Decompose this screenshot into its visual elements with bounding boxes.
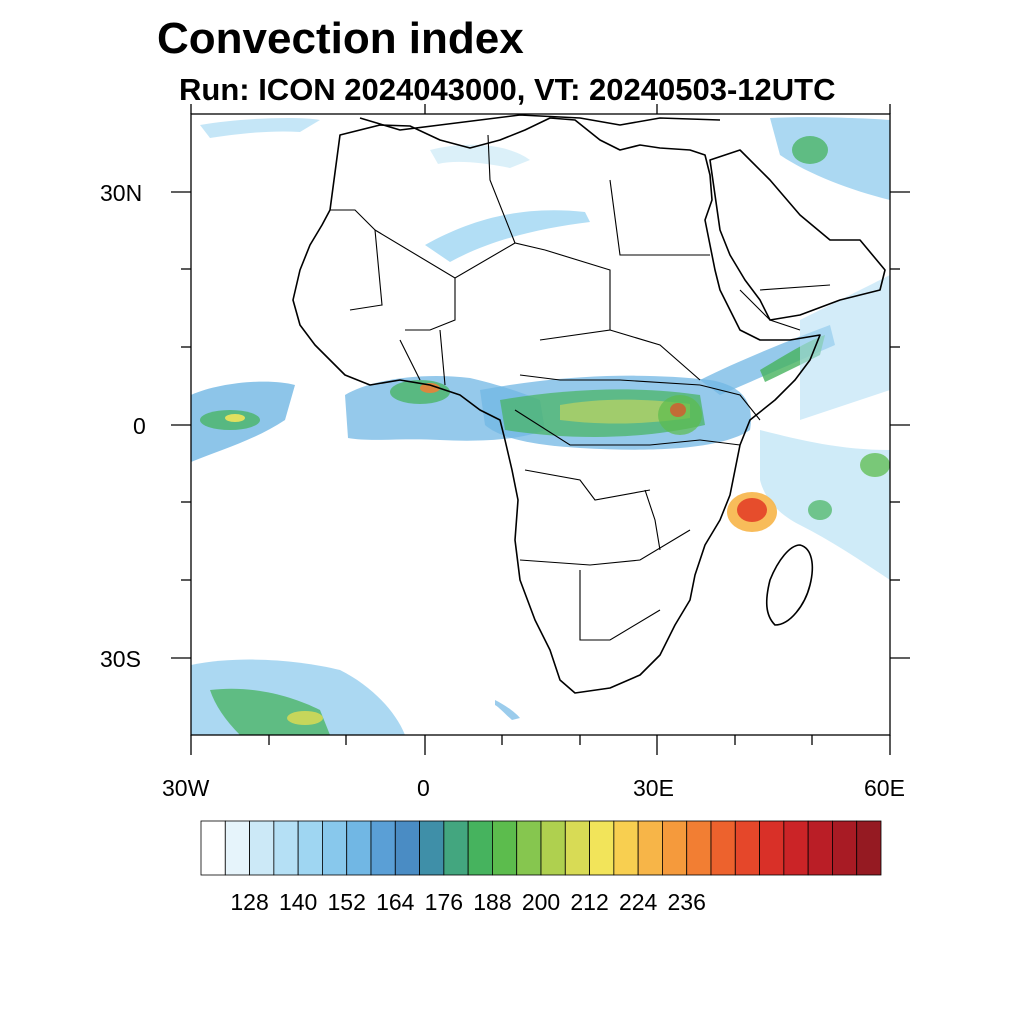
field-mozambique-core xyxy=(737,498,767,522)
y-tick-label: 0 xyxy=(133,413,146,439)
colorbar-swatch xyxy=(394,820,420,876)
field-equatorial-yellow xyxy=(560,399,690,424)
arabia-coastline xyxy=(709,149,886,321)
colorbar-swatch xyxy=(419,820,445,876)
europe-coastline xyxy=(359,114,721,131)
colorbar-label: 176 xyxy=(424,889,464,915)
colorbar xyxy=(200,820,882,876)
field-south-wisp xyxy=(495,700,520,720)
field-northeast xyxy=(770,117,890,200)
africa-coastline xyxy=(292,117,821,694)
colorbar-swatch xyxy=(613,820,639,876)
colorbar-swatch xyxy=(564,820,590,876)
colorbar-swatch xyxy=(759,820,785,876)
colorbar-label: 188 xyxy=(473,889,512,915)
x-tick-label: 30W xyxy=(162,775,210,801)
colorbar-swatch xyxy=(273,820,299,876)
colorbar-swatch xyxy=(224,820,250,876)
field-lake-victoria-peak xyxy=(670,403,686,417)
field-arabian-sea xyxy=(800,275,890,420)
field-northeast-core xyxy=(792,136,828,164)
colorbar-swatch xyxy=(734,820,760,876)
field-south-atlantic-peak xyxy=(287,711,323,725)
colorbar-swatch xyxy=(832,820,858,876)
madagascar-coastline xyxy=(765,544,814,626)
colorbar-label: 164 xyxy=(376,889,415,915)
colorbar-swatch xyxy=(346,820,372,876)
x-tick-label: 60E xyxy=(864,775,905,801)
colorbar-swatch xyxy=(249,820,275,876)
colorbar-swatch xyxy=(516,820,542,876)
x-tick-label: 30E xyxy=(633,775,674,801)
field-reunion-cell xyxy=(808,500,832,520)
chart-subtitle: Run: ICON 2024043000, VT: 20240503-12UTC xyxy=(179,72,836,107)
field-east-ocean-cell xyxy=(860,453,890,477)
colorbar-label: 236 xyxy=(667,889,706,915)
colorbar-label: 140 xyxy=(278,889,318,915)
colorbar-swatch xyxy=(322,820,348,876)
tick-marks xyxy=(171,104,910,755)
colorbar-swatch xyxy=(492,820,518,876)
field-libya xyxy=(430,144,530,168)
coastlines xyxy=(292,114,886,694)
y-tick-label: 30S xyxy=(100,646,141,672)
colorbar-swatch xyxy=(467,820,493,876)
colorbar-swatch xyxy=(297,820,323,876)
colorbar-swatch xyxy=(662,820,688,876)
chart-title: Convection index xyxy=(157,14,524,63)
y-tick-label: 30N xyxy=(100,180,143,206)
colorbar-swatch xyxy=(443,820,469,876)
colorbar-label: 128 xyxy=(230,889,269,915)
field-atlantic-peak xyxy=(225,414,245,422)
colorbar-swatch xyxy=(200,820,226,876)
colorbar-swatch xyxy=(686,820,712,876)
colorbar-swatch xyxy=(637,820,663,876)
field-sahara-band xyxy=(425,210,590,262)
colorbar-swatch xyxy=(807,820,833,876)
colorbar-swatch xyxy=(370,820,396,876)
colorbar-label: 224 xyxy=(618,889,658,915)
colorbar-label: 152 xyxy=(327,889,366,915)
colorbar-label: 200 xyxy=(521,889,561,915)
colorbar-swatch xyxy=(856,820,882,876)
colorbar-swatch xyxy=(710,820,736,876)
colorbar-label: 212 xyxy=(570,889,609,915)
field-west-africa-peak xyxy=(420,383,440,393)
field-north-fringe xyxy=(200,117,320,138)
country-borders xyxy=(330,134,831,641)
colorbar-swatch xyxy=(783,820,809,876)
x-tick-label: 0 xyxy=(417,775,430,801)
colorbar-swatch xyxy=(540,820,566,876)
colorbar-swatch xyxy=(589,820,615,876)
